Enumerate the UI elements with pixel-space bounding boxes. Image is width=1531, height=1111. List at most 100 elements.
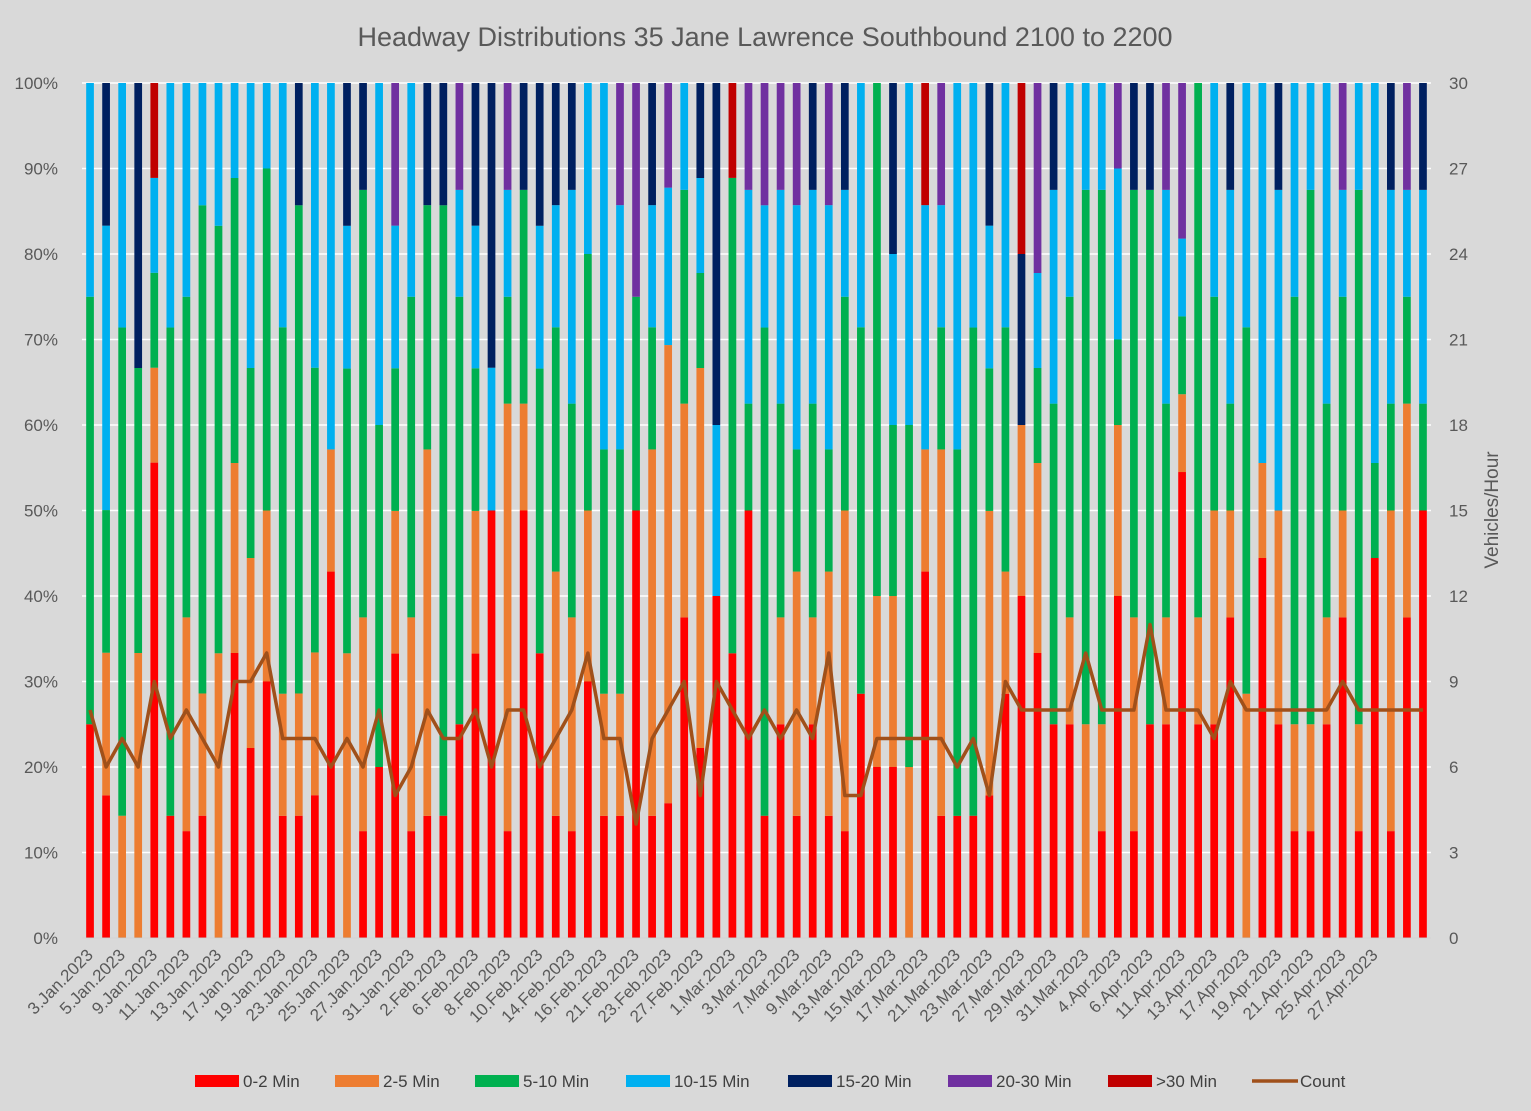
bar-segment	[455, 724, 464, 938]
bar-segment	[905, 83, 913, 425]
bar-stack	[664, 83, 673, 938]
bar-segment	[921, 205, 929, 450]
bar-segment	[1049, 403, 1058, 725]
bar-segment	[616, 693, 624, 816]
bar-segment	[118, 83, 127, 328]
bar-segment	[567, 83, 576, 190]
bar-segment	[1419, 510, 1427, 938]
bar-segment	[664, 345, 673, 804]
y-left-tick-label: 70%	[24, 331, 58, 350]
bar-segment	[1113, 168, 1122, 340]
bar-segment	[150, 367, 159, 463]
bar-segment	[1049, 83, 1058, 190]
bar-segment	[632, 510, 640, 938]
bar-segment	[198, 815, 207, 938]
legend-label: 2-5 Min	[383, 1072, 440, 1091]
bar-segment	[359, 189, 367, 618]
bar-segment	[1049, 724, 1058, 938]
bar-segment	[278, 83, 287, 328]
bar-segment	[1130, 83, 1138, 190]
bar-segment	[969, 83, 978, 328]
bar-segment	[1274, 189, 1283, 511]
bar-segment	[327, 571, 335, 938]
bar-segment	[985, 368, 994, 511]
bar-segment	[102, 652, 110, 796]
bar-segment	[1162, 83, 1170, 190]
bar-segment	[1130, 617, 1138, 832]
bar-segment	[840, 296, 849, 511]
bar-segment	[327, 83, 335, 450]
legend-item: 0-2 Min	[195, 1072, 300, 1091]
bar-segment	[1290, 724, 1299, 832]
bar-segment	[214, 653, 223, 938]
bar-segment	[487, 510, 496, 938]
bar-segment	[744, 189, 753, 404]
bar-segment	[696, 178, 705, 273]
legend-label: >30 Min	[1156, 1072, 1217, 1091]
bar-segment	[1419, 83, 1427, 190]
bar-segment	[1338, 189, 1347, 297]
bar-segment	[1017, 425, 1026, 596]
bar-segment	[1097, 831, 1106, 938]
bar-segment	[857, 83, 865, 328]
bar-segment	[1017, 254, 1026, 425]
y-left-tick-label: 0%	[33, 929, 58, 948]
bar-segment	[439, 205, 448, 816]
bar-segment	[1017, 83, 1026, 254]
bar-segment	[230, 653, 239, 938]
bar-segment	[648, 449, 656, 816]
bar-segment	[680, 403, 689, 618]
bar-segment	[567, 189, 576, 404]
bar-stack	[1354, 83, 1363, 938]
bar-segment	[1065, 724, 1074, 938]
bar-segment	[1194, 617, 1202, 725]
bar-stack	[840, 83, 849, 938]
bar-segment	[889, 83, 897, 254]
bar-stack	[1370, 83, 1379, 938]
bar-segment	[1113, 83, 1122, 169]
bar-segment	[407, 617, 416, 832]
bar-segment	[503, 296, 512, 404]
bar-segment	[985, 510, 994, 796]
bar-segment	[953, 815, 962, 938]
bar-segment	[728, 177, 737, 654]
bar-stack	[953, 83, 962, 938]
bar-segment	[198, 205, 207, 694]
bar-segment	[1306, 83, 1315, 190]
y-right-tick-label: 21	[1449, 331, 1468, 350]
bar-segment	[1354, 724, 1363, 832]
bar-segment	[1146, 189, 1154, 725]
legend-label: 5-10 Min	[523, 1072, 589, 1091]
bar-segment	[134, 368, 143, 653]
bar-stack	[600, 83, 608, 938]
bar-segment	[1162, 189, 1170, 404]
bar-segment	[1210, 296, 1219, 511]
bar-segment	[166, 815, 175, 938]
bar-stack	[535, 83, 544, 938]
bar-segment	[1403, 403, 1411, 618]
bar-stack	[1226, 83, 1235, 938]
legend-swatch	[1108, 1075, 1152, 1087]
bar-segment	[616, 205, 624, 450]
bar-segment	[294, 693, 303, 816]
bar-stack	[857, 83, 865, 938]
bar-stack	[616, 83, 624, 938]
bar-segment	[808, 617, 817, 725]
bar-segment	[921, 571, 929, 938]
bar-segment	[311, 367, 319, 653]
bar-stack	[455, 83, 464, 938]
bar-segment	[1242, 693, 1251, 938]
bar-segment	[455, 189, 464, 297]
bar-stack	[198, 83, 207, 938]
bar-segment	[294, 83, 303, 206]
bar-segment	[1178, 394, 1186, 473]
bar-segment	[262, 510, 271, 682]
y-left-tick-label: 80%	[24, 245, 58, 264]
bar-segment	[1322, 83, 1331, 404]
bar-segment	[1386, 403, 1395, 511]
bar-segment	[840, 510, 849, 832]
bar-segment	[182, 83, 191, 297]
bar-segment	[1162, 617, 1170, 725]
bar-stack	[1242, 83, 1251, 938]
